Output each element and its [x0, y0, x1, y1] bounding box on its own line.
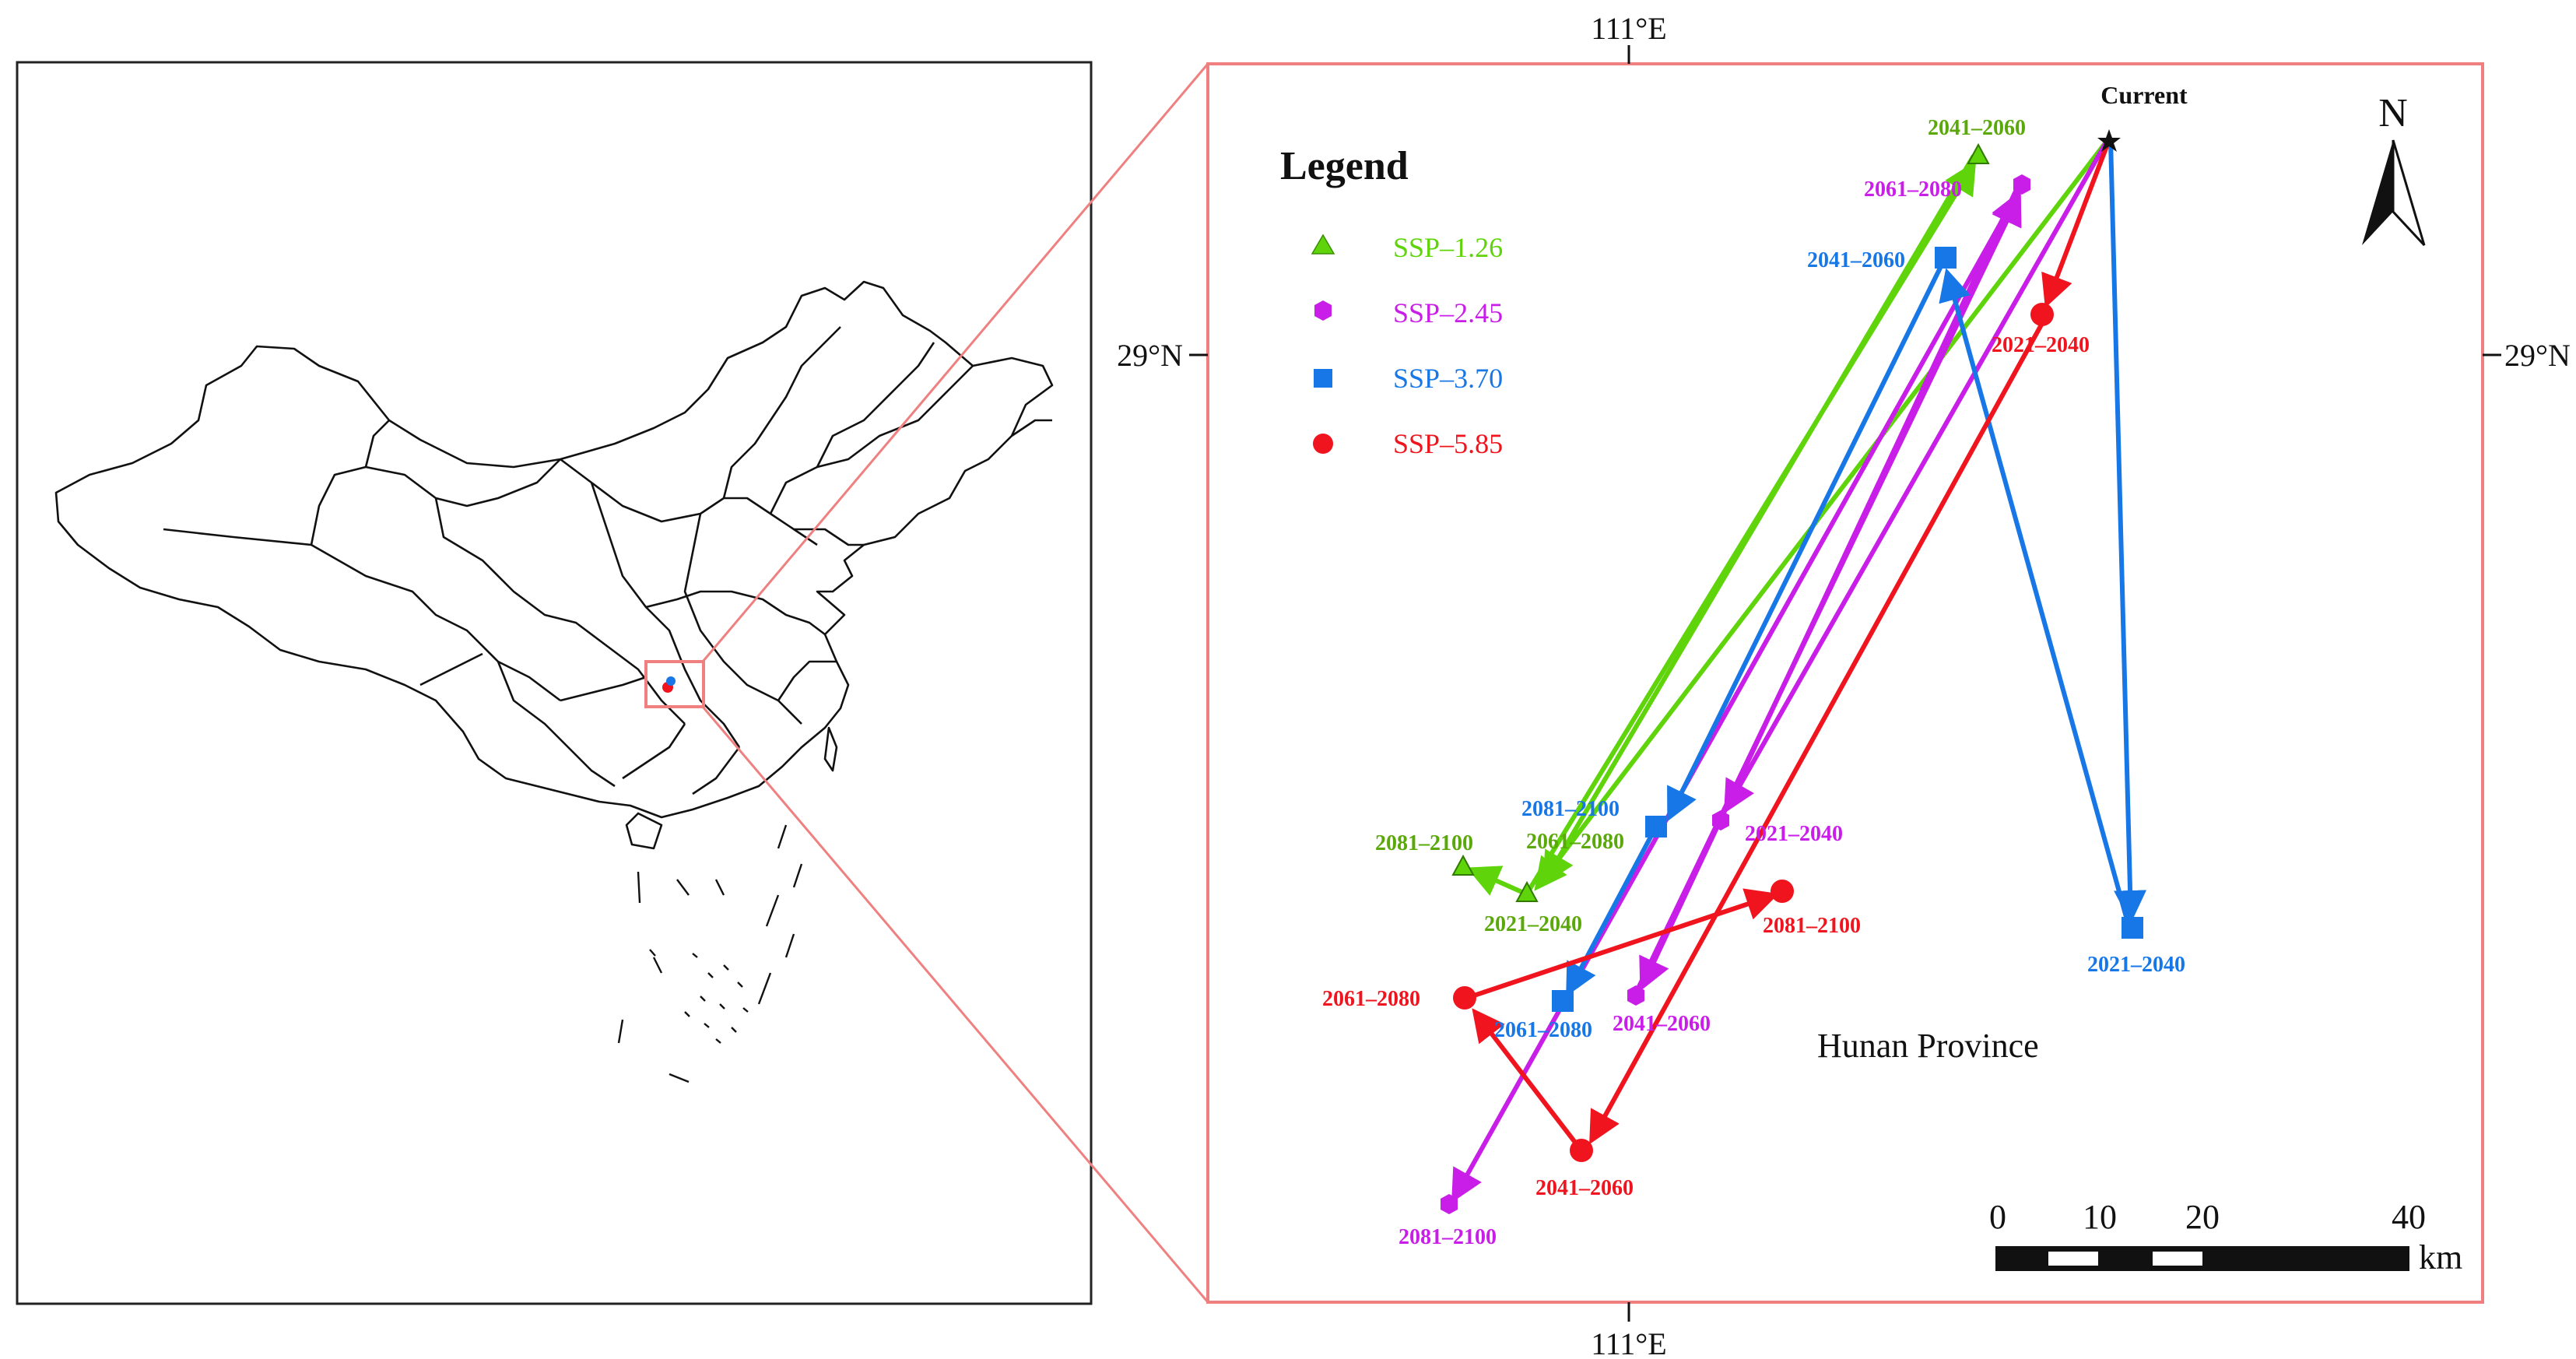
lon-label-top: 111°E — [1591, 11, 1666, 46]
ssp585-point-2021-2040 — [2030, 303, 2054, 326]
ssp245-point-2081-2100 — [1441, 1194, 1458, 1214]
scale-tick-0: 0 — [1989, 1198, 2006, 1236]
ssp126-label-2041-2060: 2041–2060 — [1928, 116, 2026, 140]
south-china-sea-islands — [617, 824, 803, 1083]
scale-unit: km — [2419, 1238, 2462, 1276]
north-arrow-icon — [2362, 140, 2393, 245]
legend-triangle-icon — [1311, 234, 1335, 255]
locator-marker — [666, 676, 676, 686]
legend-item-ssp126: SSP–1.26 — [1393, 232, 1503, 263]
legend-title: Legend — [1280, 144, 1409, 188]
ssp585-points — [1453, 303, 2054, 1162]
ssp585-point-2061-2080 — [1453, 986, 1476, 1010]
lon-label-bottom: 111°E — [1591, 1326, 1666, 1359]
ssp126-label-2081-2100: 2081–2100 — [1375, 831, 1473, 855]
legend-item-ssp370: SSP–3.70 — [1393, 363, 1503, 394]
detail-map: 111°E 111°E 29°N 29°N Legend SSP–1.26 SS… — [1117, 11, 2571, 1359]
ssp370-point-2041-2060 — [1935, 247, 1957, 269]
zoom-connector — [701, 63, 1209, 1303]
ssp370-label-2021-2040: 2021–2040 — [2087, 953, 2185, 977]
legend-square-icon — [1314, 369, 1332, 388]
current-star-icon — [2097, 129, 2121, 152]
ssp370-point-2081-2100 — [1645, 816, 1667, 838]
north-arrow: N — [2362, 91, 2426, 247]
ssp585-label-2081-2100: 2081–2100 — [1763, 914, 1861, 938]
scale-bar: 0 10 20 40 km — [1989, 1198, 2462, 1276]
ssp126-point-2041-2060 — [1967, 142, 1990, 164]
trajectory-ssp245 — [1451, 139, 2110, 1203]
north-label: N — [2378, 91, 2408, 135]
ssp370-point-2061-2080 — [1552, 990, 1574, 1012]
overview-map — [16, 61, 1093, 1305]
ssp370-points — [1552, 247, 2143, 1012]
ssp370-label-2041-2060: 2041–2060 — [1807, 248, 1905, 272]
legend-hexagon-icon — [1314, 300, 1332, 321]
scale-tick-10: 10 — [2083, 1198, 2117, 1236]
ssp245-label-2021-2040: 2021–2040 — [1745, 822, 1843, 846]
ssp585-label-2061-2080: 2061–2080 — [1322, 987, 1420, 1011]
ssp126-point-2081-2100 — [1451, 854, 1475, 876]
current-label: Current — [2100, 81, 2188, 109]
trajectory-ssp370 — [1566, 139, 2147, 997]
legend-item-ssp585: SSP–5.85 — [1393, 428, 1503, 459]
region-label: Hunan Province — [1817, 1027, 2039, 1065]
ssp370-point-2021-2040 — [2122, 917, 2143, 939]
lat-label-right: 29°N — [2504, 338, 2571, 373]
legend-item-ssp245: SSP–2.45 — [1393, 297, 1503, 328]
ssp585-point-2081-2100 — [1771, 880, 1794, 903]
ssp126-point-2021-2040 — [1515, 880, 1539, 902]
ssp245-label-2081-2100: 2081–2100 — [1399, 1225, 1497, 1249]
ssp585-label-2021-2040: 2021–2040 — [1992, 333, 2090, 357]
inset-locator-box — [644, 660, 705, 708]
ssp245-label-2061-2080: 2061–2080 — [1864, 177, 1962, 202]
scale-tick-20: 20 — [2185, 1198, 2220, 1236]
ssp245-point-2021-2040 — [1712, 810, 1729, 830]
overview-map-frame — [16, 61, 1093, 1305]
period-labels: 2041–2060 2061–2080 2081–2100 2021–2040 … — [1322, 116, 2185, 1249]
ssp585-point-2041-2060 — [1570, 1139, 1593, 1162]
ssp245-label-2041-2060: 2041–2060 — [1613, 1012, 1711, 1036]
ssp585-label-2041-2060: 2041–2060 — [1535, 1176, 1634, 1200]
ssp126-points — [1451, 142, 1990, 902]
ssp370-label-2081-2100: 2081–2100 — [1521, 797, 1620, 821]
trajectory-ssp585 — [1466, 139, 2111, 1155]
scale-tick-40: 40 — [2392, 1198, 2426, 1236]
ssp245-points — [1441, 174, 2030, 1214]
ssp245-point-2041-2060 — [1627, 985, 1644, 1006]
china-outline — [54, 280, 1054, 850]
lat-label-left: 29°N — [1117, 338, 1183, 373]
legend: Legend SSP–1.26 SSP–2.45 SSP–3.70 SSP–5.… — [1280, 144, 1503, 459]
ssp245-point-2061-2080 — [2013, 174, 2030, 195]
ssp370-label-2061-2080: 2061–2080 — [1494, 1018, 1592, 1042]
ssp126-label-2061-2080: 2061–2080 — [1526, 830, 1624, 854]
trajectory-ssp126 — [1466, 139, 2110, 896]
legend-circle-icon — [1313, 434, 1333, 454]
ssp126-label-2021-2040: 2021–2040 — [1484, 912, 1582, 936]
